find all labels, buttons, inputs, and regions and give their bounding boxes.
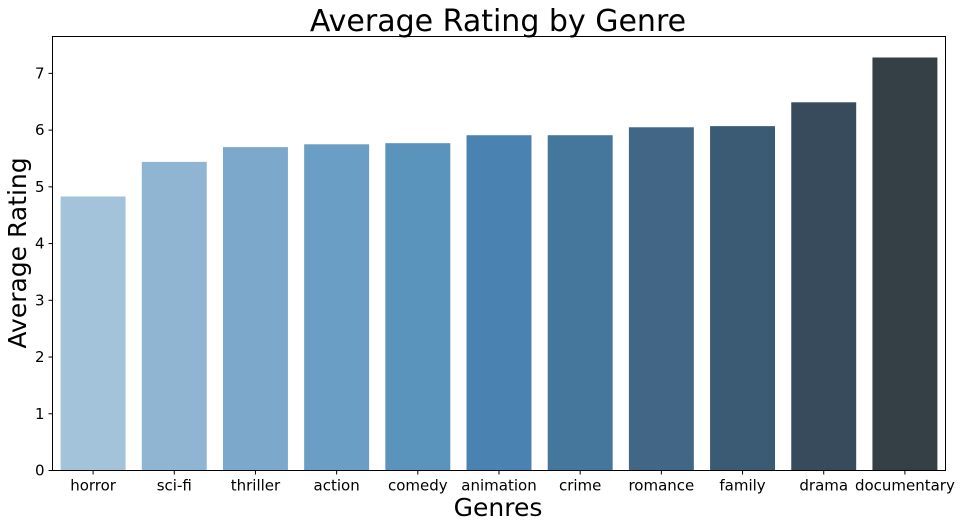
y-tick-label: 0 [35, 462, 45, 480]
x-tick-label: sci-fi [157, 477, 192, 495]
x-tick-label: crime [559, 477, 601, 495]
x-tick-label: documentary [855, 477, 955, 495]
bar-family [710, 126, 776, 471]
bar-animation [466, 135, 532, 471]
y-tick-label: 6 [35, 121, 45, 139]
bars-layer [60, 57, 938, 471]
bar-romance [628, 127, 694, 471]
bar-drama [791, 102, 857, 471]
x-tick-label: action [314, 477, 360, 495]
x-tick-label: horror [70, 477, 117, 495]
bar-crime [547, 135, 613, 471]
x-tick-label: animation [461, 477, 536, 495]
x-tick-label: family [719, 477, 765, 495]
y-tick-label: 4 [35, 235, 45, 253]
x-axis-ticks: horror sci-fi thriller action comedy animatio… [70, 470, 955, 495]
bar-horror [60, 196, 126, 471]
x-tick-label: comedy [388, 477, 448, 495]
y-axis-ticks: 0 1 2 3 4 5 6 7 [35, 64, 53, 480]
bar-documentary [872, 57, 938, 471]
y-tick-label: 1 [35, 405, 45, 423]
y-tick-label: 2 [35, 348, 45, 366]
x-tick-label: drama [799, 477, 848, 495]
chart-title: Average Rating by Genre [310, 4, 686, 39]
plot-frame [52, 36, 946, 471]
bar-action [304, 144, 370, 471]
x-tick-label: romance [628, 477, 694, 495]
x-axis-title: Genres [454, 493, 543, 522]
bar-thriller [222, 147, 288, 471]
x-tick-label: thriller [231, 477, 281, 495]
bar-sci-fi [141, 161, 207, 471]
bar-comedy [385, 143, 451, 471]
y-axis-title: Average Rating [3, 157, 32, 348]
y-tick-label: 7 [35, 64, 45, 82]
y-tick-label: 5 [35, 178, 45, 196]
y-tick-label: 3 [35, 291, 45, 309]
